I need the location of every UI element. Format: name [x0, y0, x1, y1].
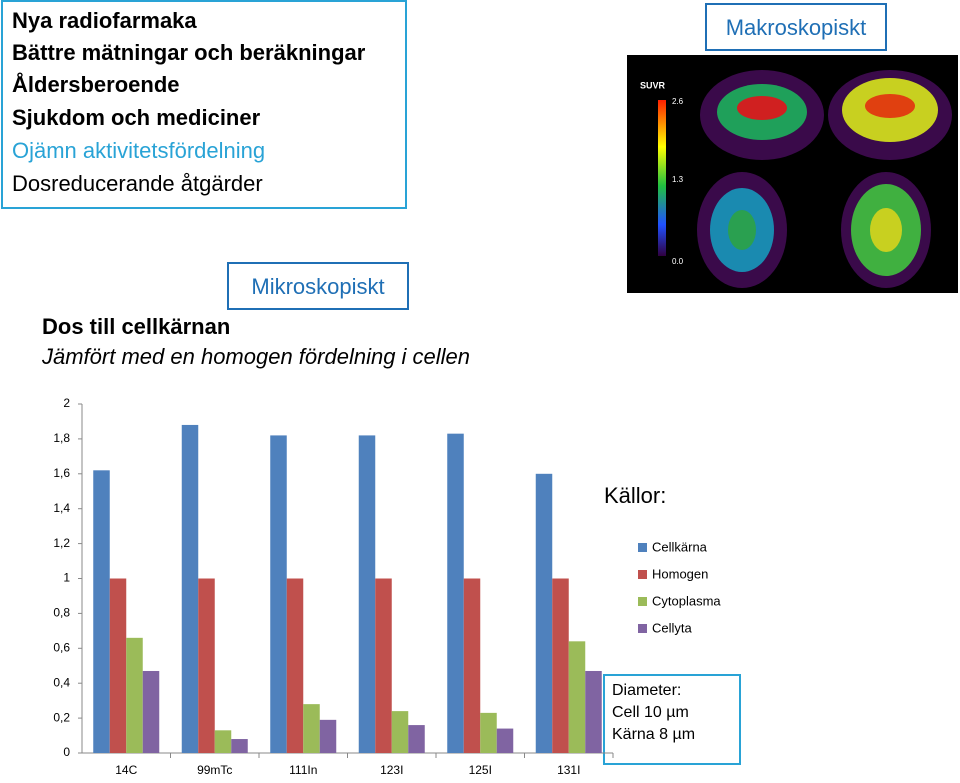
x-tick-label: 123I [380, 763, 403, 777]
note-line: Diameter: [612, 682, 681, 699]
brain-scan: SUVR 2.6 1.3 0.0 [627, 55, 958, 293]
legend-label: Cellyta [652, 620, 693, 635]
bar [181, 424, 199, 753]
bar [270, 435, 287, 753]
note-box [603, 674, 741, 765]
bar [358, 435, 376, 753]
bullet: Nya radiofarmaka [12, 8, 197, 33]
bar [480, 712, 497, 753]
micro-box [227, 262, 409, 310]
scan-label: 1.3 [672, 175, 684, 184]
legend-swatch [638, 624, 647, 633]
macro-box [705, 3, 887, 51]
scan-label: 0.0 [672, 257, 684, 266]
bar [463, 578, 481, 753]
note-line: Cell 10 µm [612, 704, 689, 721]
y-tick-label: 0 [63, 745, 70, 759]
y-tick-label: 0,4 [53, 675, 70, 689]
y-tick-label: 1,6 [53, 466, 70, 480]
bar [391, 711, 409, 753]
bar [535, 473, 553, 753]
bar [408, 725, 425, 753]
bar [231, 739, 248, 753]
bar [319, 719, 337, 753]
legend-label: Cytoplasma [652, 593, 721, 608]
bullet: Åldersberoende [12, 71, 180, 97]
bullet: Bättre mätningar och beräkningar [12, 40, 366, 65]
y-tick-label: 0,6 [53, 640, 70, 654]
bar [126, 637, 143, 753]
bar [303, 704, 320, 753]
bar [447, 433, 464, 753]
y-tick-label: 1,8 [53, 431, 70, 445]
heading: Dos till cellkärnan [42, 314, 230, 339]
legend-swatch [638, 543, 647, 552]
bar [286, 578, 304, 753]
x-tick-label: 131I [557, 763, 580, 777]
bullet: Sjukdom och mediciner [12, 105, 261, 130]
legend-swatch [638, 570, 647, 579]
bar [109, 578, 127, 753]
sources-label: Källor: [604, 483, 666, 508]
y-tick-label: 2 [63, 396, 70, 410]
bullet: Ojämn aktivitetsfördelning [12, 138, 265, 163]
legend-label: Homogen [652, 566, 708, 581]
bar [496, 728, 514, 753]
micro-label: Mikroskopiskt [251, 274, 384, 299]
y-tick-label: 1,4 [53, 501, 70, 515]
y-tick-label: 0,2 [53, 710, 70, 724]
x-tick-label: 14C [115, 763, 137, 777]
bullet-box [1, 0, 407, 209]
legend-swatch [638, 597, 647, 606]
x-tick-label: 125I [469, 763, 492, 777]
bar [585, 670, 602, 753]
y-tick-label: 1,2 [53, 536, 70, 550]
scan-label: 2.6 [672, 97, 684, 106]
bar [142, 670, 160, 753]
y-tick-label: 0,8 [53, 606, 70, 620]
note-line: Kärna 8 µm [612, 726, 695, 743]
bar [93, 470, 110, 753]
x-tick-label: 99mTc [197, 763, 232, 777]
scan-label: SUVR [640, 80, 666, 90]
subheading: Jämfört med en homogen fördelning i cell… [41, 344, 470, 369]
legend-label: Cellkärna [652, 539, 708, 554]
bullet: Dosreducerande åtgärder [12, 171, 263, 196]
bar [198, 578, 215, 753]
bar [375, 578, 392, 753]
y-tick-label: 1 [63, 571, 70, 585]
x-tick-label: 111In [289, 763, 317, 777]
macro-label: Makroskopiskt [726, 15, 867, 40]
bar [552, 578, 569, 753]
bar [568, 641, 586, 753]
bar [214, 730, 232, 753]
